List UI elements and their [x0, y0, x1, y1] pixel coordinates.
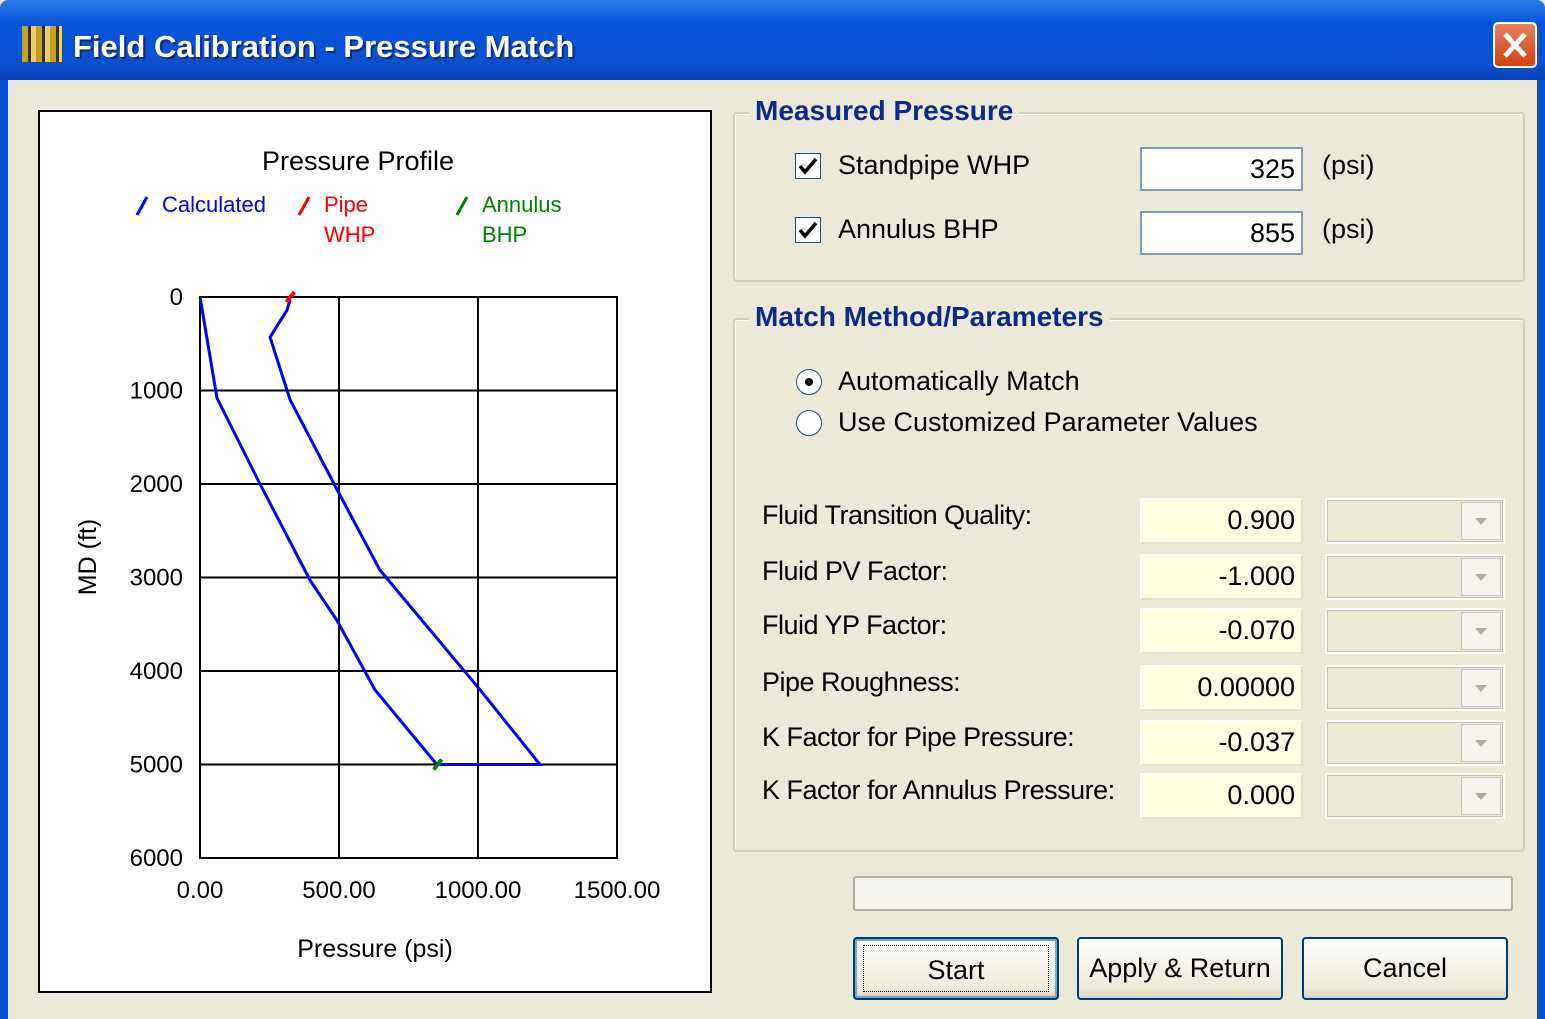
dropdown[interactable]: [1325, 554, 1505, 600]
y-tick-label: 6000: [130, 845, 183, 872]
pressure-input[interactable]: 325: [1140, 147, 1303, 191]
data-line: [198, 296, 544, 766]
group-box: [733, 318, 1525, 852]
close-icon: [1503, 32, 1527, 58]
x-tick-label: 1000.00: [435, 877, 522, 904]
parameter-label: K Factor for Annulus Pressure:: [762, 775, 1115, 805]
legend-label: Annulus BHP: [482, 192, 562, 247]
x-tick-label: 500.00: [302, 877, 375, 904]
button-label: Apply & Return: [1089, 953, 1271, 983]
dropdown[interactable]: [1325, 608, 1505, 654]
dropdown-arrow: [1461, 669, 1501, 707]
x-tick-label: 0.00: [177, 877, 224, 904]
checkbox[interactable]: [795, 217, 821, 243]
checkbox[interactable]: [795, 153, 821, 179]
chart-panel: Pressure Profile Pressure (psi) MD (ft) 0.0…: [38, 110, 712, 993]
dropdown[interactable]: [1325, 498, 1505, 544]
close-button[interactable]: [1493, 22, 1537, 68]
unit-label: (psi): [1322, 214, 1375, 244]
group-title: Measured Pressure: [749, 96, 1020, 126]
parameter-label: K Factor for Pipe Pressure:: [762, 722, 1075, 752]
button[interactable]: Apply & Return: [1077, 937, 1283, 1000]
dropdown[interactable]: [1325, 665, 1505, 711]
parameter-label: Fluid Transition Quality:: [762, 500, 1032, 530]
unit-label: (psi): [1322, 150, 1375, 180]
dropdown-arrow: [1461, 777, 1501, 815]
dropdown-arrow: [1461, 724, 1501, 762]
parameter-label: Pipe Roughness:: [762, 667, 961, 697]
button[interactable]: Start: [853, 937, 1059, 1000]
checkbox-label: Standpipe WHP: [838, 150, 1031, 180]
x-tick-label: 1500.00: [574, 877, 661, 904]
window-frame-right: [1537, 80, 1545, 1019]
legend-icon: [297, 196, 311, 216]
dropdown-arrow: [1461, 502, 1501, 540]
y-tick-label: 0: [170, 284, 183, 311]
radio-dot: [805, 378, 813, 386]
dropdown[interactable]: [1325, 773, 1505, 819]
radio-label: Use Customized Parameter Values: [838, 407, 1258, 437]
plot-border: [199, 296, 618, 859]
parameter-label: Fluid YP Factor:: [762, 610, 947, 640]
parameter-input[interactable]: 0.00000: [1140, 665, 1303, 711]
y-tick-label: 3000: [130, 565, 183, 592]
chart: Pressure Profile Pressure (psi) MD (ft) 0.0…: [74, 146, 661, 963]
checkbox-label: Annulus BHP: [838, 214, 999, 244]
legend-icon: [135, 196, 149, 216]
parameter-input[interactable]: -1.000: [1140, 554, 1303, 600]
group-box: [733, 112, 1525, 282]
button-label: Cancel: [1362, 953, 1448, 983]
legend-label: Pipe WHP: [324, 192, 376, 247]
y-axis-label: MD (ft): [74, 519, 102, 595]
group-title: Match Method/Parameters: [749, 302, 1110, 332]
parameter-input[interactable]: -0.070: [1140, 608, 1303, 654]
radio-button[interactable]: [796, 369, 822, 395]
dropdown-arrow: [1461, 558, 1501, 596]
y-tick-label: 1000: [130, 378, 183, 405]
data-point: [432, 758, 444, 771]
window-title: Field Calibration - Pressure Match: [73, 29, 575, 64]
progress-bar: [853, 876, 1513, 911]
radio-button[interactable]: [796, 410, 822, 436]
dropdown-arrow: [1461, 612, 1501, 650]
legend-icon: [455, 196, 469, 216]
parameter-input[interactable]: 0.900: [1140, 498, 1303, 544]
pressure-input[interactable]: 855: [1140, 211, 1303, 255]
parameter-input[interactable]: -0.037: [1140, 720, 1303, 766]
y-tick-label: 5000: [130, 752, 183, 779]
data-point: [284, 290, 296, 304]
y-tick-label: 4000: [130, 658, 183, 685]
window-frame-left: [0, 80, 8, 1019]
button-label: Start: [863, 945, 1049, 992]
x-axis-label: Pressure (psi): [297, 935, 453, 963]
dropdown[interactable]: [1325, 720, 1505, 766]
parameter-input[interactable]: 0.000: [1140, 773, 1303, 819]
chart-title: Pressure Profile: [262, 146, 454, 176]
button[interactable]: Cancel: [1302, 937, 1508, 1000]
window-icon: [22, 26, 62, 62]
legend-label: Calculated: [162, 192, 266, 217]
y-tick-label: 2000: [130, 471, 183, 498]
parameter-label: Fluid PV Factor:: [762, 556, 948, 586]
title-bar: [0, 0, 1545, 80]
radio-label: Automatically Match: [838, 366, 1080, 396]
